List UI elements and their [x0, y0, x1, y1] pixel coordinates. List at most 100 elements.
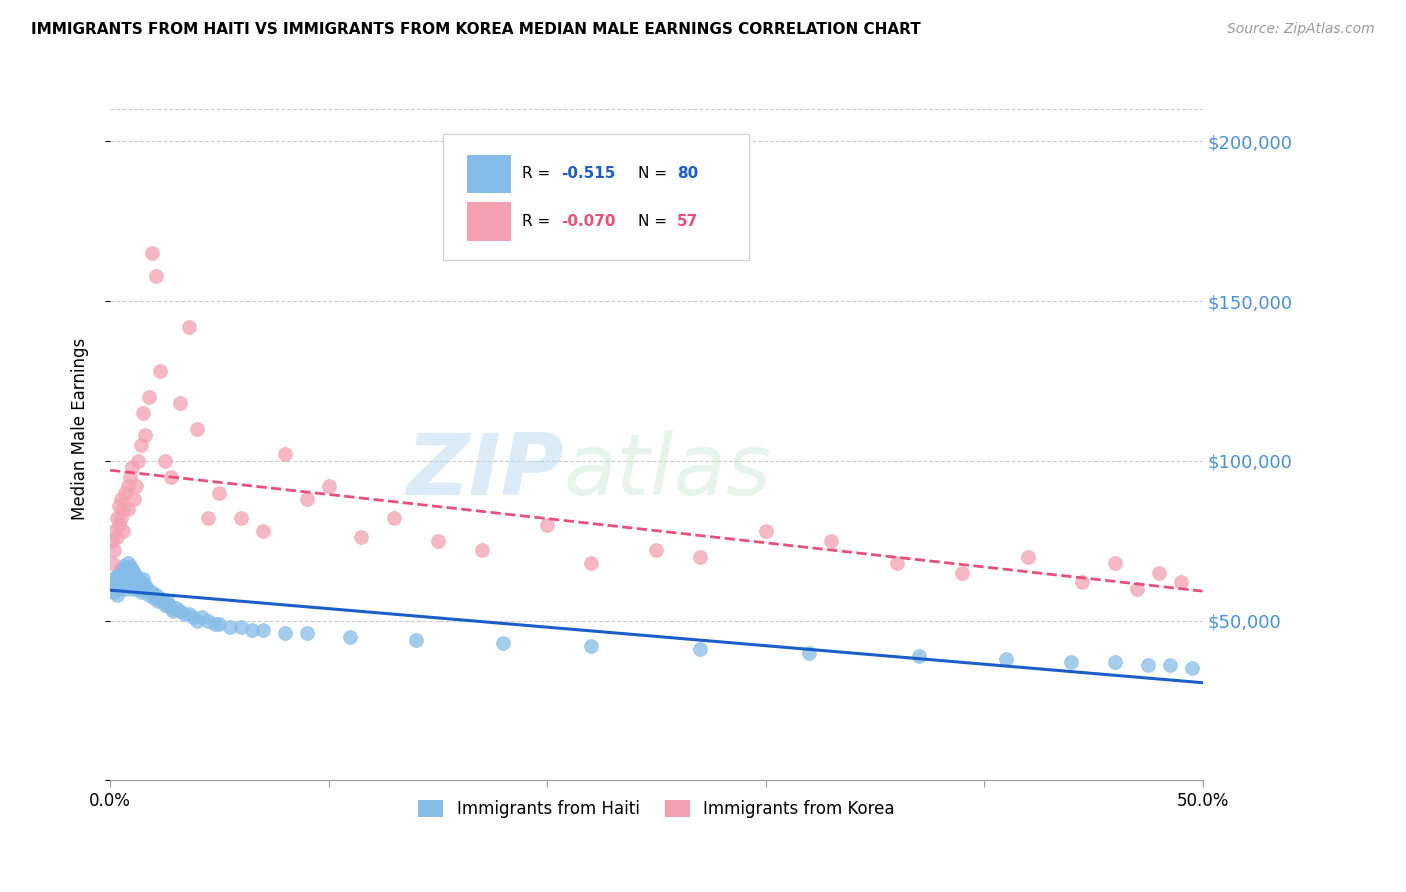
Point — [907, 648, 929, 663]
Point — [112, 524, 135, 538]
Point — [121, 562, 143, 576]
Point — [208, 616, 231, 631]
Point — [1159, 658, 1181, 673]
Point — [689, 549, 711, 564]
Point — [101, 533, 124, 548]
Point — [125, 569, 148, 583]
Point — [103, 578, 125, 592]
Legend: Immigrants from Haiti, Immigrants from Korea: Immigrants from Haiti, Immigrants from K… — [412, 793, 901, 825]
Point — [645, 543, 668, 558]
Point — [886, 556, 908, 570]
Point — [118, 569, 141, 583]
Point — [152, 594, 174, 608]
Point — [165, 600, 187, 615]
Point — [994, 652, 1017, 666]
Point — [122, 566, 145, 580]
Point — [114, 485, 136, 500]
Point — [118, 559, 141, 574]
Point — [186, 422, 208, 436]
Point — [1126, 582, 1149, 596]
Point — [108, 572, 131, 586]
Point — [177, 607, 200, 622]
Point — [110, 578, 132, 592]
Point — [129, 575, 152, 590]
Point — [108, 582, 131, 596]
Point — [169, 604, 191, 618]
Point — [350, 531, 373, 545]
Point — [127, 454, 149, 468]
Point — [240, 623, 263, 637]
Point — [231, 620, 253, 634]
Point — [689, 642, 711, 657]
Point — [114, 569, 136, 583]
Point — [117, 566, 139, 580]
Point — [117, 556, 139, 570]
Point — [1181, 661, 1204, 675]
Point — [103, 524, 125, 538]
Point — [950, 566, 973, 580]
Point — [153, 598, 176, 612]
Point — [208, 485, 231, 500]
Point — [231, 511, 253, 525]
Point — [1147, 566, 1170, 580]
Bar — [467, 202, 510, 241]
Point — [129, 584, 152, 599]
Point — [186, 614, 208, 628]
Point — [755, 524, 778, 538]
Point — [162, 604, 184, 618]
Point — [136, 582, 159, 596]
Point — [426, 533, 449, 548]
Point — [141, 584, 163, 599]
Point — [103, 543, 125, 558]
Point — [197, 511, 219, 525]
Point — [146, 594, 169, 608]
Point — [112, 566, 135, 580]
Point — [105, 531, 128, 545]
Point — [103, 584, 125, 599]
Point — [177, 319, 200, 334]
Point — [1170, 575, 1192, 590]
Point — [101, 572, 124, 586]
Point — [382, 511, 405, 525]
Point — [820, 533, 842, 548]
Text: ZIP: ZIP — [406, 430, 564, 513]
Text: -0.070: -0.070 — [561, 214, 616, 229]
Point — [157, 598, 180, 612]
Point — [1060, 655, 1083, 669]
Point — [149, 591, 172, 606]
Text: R =: R = — [522, 214, 550, 229]
Text: Source: ZipAtlas.com: Source: ZipAtlas.com — [1227, 22, 1375, 37]
Point — [112, 575, 135, 590]
Point — [138, 588, 160, 602]
Point — [101, 556, 124, 570]
Text: N =: N = — [638, 214, 666, 229]
Point — [339, 630, 361, 644]
Point — [122, 575, 145, 590]
Point — [141, 246, 163, 260]
Point — [579, 556, 602, 570]
Point — [295, 492, 318, 507]
Point — [108, 517, 131, 532]
Point — [204, 616, 226, 631]
Point — [318, 479, 340, 493]
Point — [117, 575, 139, 590]
Point — [274, 447, 297, 461]
Y-axis label: Median Male Earnings: Median Male Earnings — [72, 338, 89, 520]
Point — [173, 607, 195, 622]
Bar — [467, 154, 510, 194]
Text: IMMIGRANTS FROM HAITI VS IMMIGRANTS FROM KOREA MEDIAN MALE EARNINGS CORRELATION : IMMIGRANTS FROM HAITI VS IMMIGRANTS FROM… — [31, 22, 921, 37]
Point — [405, 632, 427, 647]
Point — [110, 562, 132, 576]
Point — [117, 501, 139, 516]
Point — [114, 562, 136, 576]
Point — [105, 511, 128, 525]
Point — [108, 499, 131, 513]
Point — [110, 492, 132, 507]
Point — [181, 610, 204, 624]
Point — [142, 591, 165, 606]
Point — [118, 578, 141, 592]
Point — [145, 268, 167, 283]
Point — [105, 575, 128, 590]
Point — [156, 594, 179, 608]
Point — [145, 588, 167, 602]
